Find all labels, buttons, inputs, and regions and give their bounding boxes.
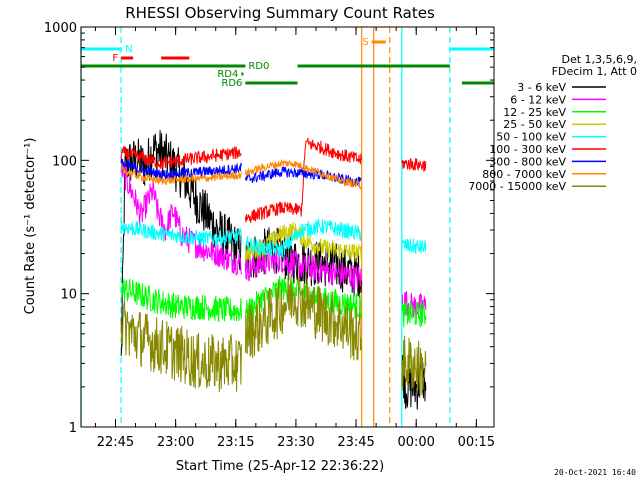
status-label-rd4: RD4 xyxy=(217,69,238,80)
status-label-s: S xyxy=(362,37,368,48)
legend-label-8: 7000 - 15000 keV xyxy=(468,180,566,193)
status-label-rd0: RD0 xyxy=(248,61,269,72)
series-line-5-seg-1 xyxy=(244,137,362,223)
status-label-rd6: RD6 xyxy=(221,78,242,89)
series-line-8-seg-0 xyxy=(120,299,242,393)
status-label-n: N xyxy=(125,44,132,55)
series-line-0-seg-0 xyxy=(120,130,242,356)
footer-date: 20-Oct-2021 16:40 xyxy=(554,468,636,477)
x-tick-label-3: 23:30 xyxy=(277,435,314,450)
x-tick-label-2: 23:15 xyxy=(217,435,254,450)
y-tick-label-0: 1 xyxy=(69,421,77,436)
x-tick-label-4: 23:45 xyxy=(337,435,374,450)
x-axis-label: Start Time (25-Apr-12 22:36:22) xyxy=(176,459,384,474)
series-line-3-seg-1 xyxy=(244,221,362,263)
legend-label-6: 300 - 800 keV xyxy=(489,155,566,168)
legend-header-0: Det 1,3,5,6,9, xyxy=(561,53,637,66)
series-line-4-seg-2 xyxy=(401,238,427,254)
series-line-8-seg-2 xyxy=(401,335,427,397)
legend-label-3: 25 - 50 keV xyxy=(503,118,566,131)
x-tick-label-1: 23:00 xyxy=(157,435,194,450)
chart-title: RHESSI Observing Summary Count Rates xyxy=(125,4,435,22)
series-line-2-seg-2 xyxy=(401,301,427,328)
x-tick-label-6: 00:15 xyxy=(458,435,495,450)
series-line-7-seg-1 xyxy=(244,158,362,191)
legend-label-1: 6 - 12 keV xyxy=(510,93,566,106)
series-line-2-seg-0 xyxy=(120,278,242,322)
y-axis-label: Count Rate (s⁻¹ detector⁻¹) xyxy=(23,138,38,315)
y-tick-label-3: 1000 xyxy=(44,21,77,36)
legend-label-0: 3 - 6 keV xyxy=(517,81,566,94)
series-line-5-seg-0 xyxy=(120,145,242,170)
plot-frame xyxy=(80,26,495,428)
legend-header-1: FDecim 1, Att 0 xyxy=(552,65,637,78)
series-line-4-seg-1 xyxy=(244,218,362,258)
legend-label-4: 50 - 100 keV xyxy=(496,131,566,144)
series-line-4-seg-0 xyxy=(120,220,242,248)
y-tick-label-2: 100 xyxy=(52,154,77,169)
x-tick-label-0: 22:45 xyxy=(97,435,134,450)
legend-label-2: 12 - 25 keV xyxy=(503,106,566,119)
legend-label-7: 800 - 7000 keV xyxy=(482,168,566,181)
series-line-8-seg-1 xyxy=(244,273,362,361)
series-line-5-seg-2 xyxy=(401,157,427,172)
series-line-1-seg-0 xyxy=(120,156,242,276)
series-group xyxy=(120,130,427,410)
series-line-1-seg-1 xyxy=(244,248,362,290)
legend: Det 1,3,5,6,9,FDecim 1, Att 0 3 - 6 keV6 … xyxy=(468,53,637,193)
series-line-7-seg-0 xyxy=(120,165,242,186)
legend-label-5: 100 - 300 keV xyxy=(489,143,566,156)
y-tick-label-1: 10 xyxy=(60,288,77,303)
series-line-1-seg-2 xyxy=(401,291,427,318)
series-line-6-seg-1 xyxy=(244,166,362,187)
axis-group: 1 10 100 1000 22:45 23:00 23:15 23:30 23:45 00:00… xyxy=(44,21,495,450)
status-label-f: F xyxy=(112,53,118,64)
x-tick-label-5: 00:00 xyxy=(397,435,434,450)
